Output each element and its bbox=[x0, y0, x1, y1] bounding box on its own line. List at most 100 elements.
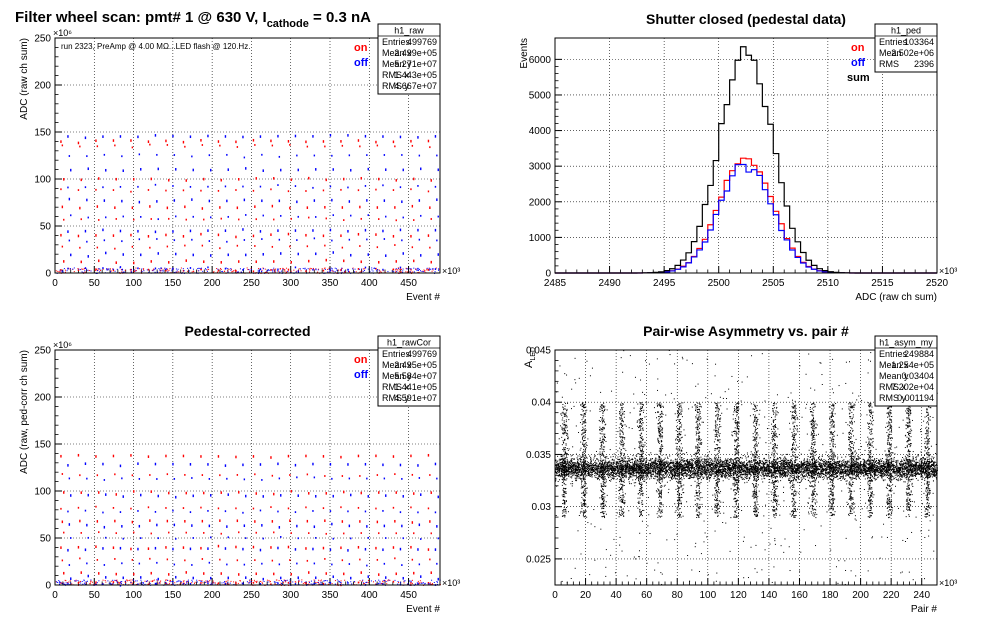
data-point bbox=[75, 580, 77, 582]
data-point bbox=[382, 509, 384, 512]
data-point bbox=[220, 261, 222, 264]
data-point bbox=[136, 580, 138, 582]
data-point bbox=[753, 469, 755, 471]
data-point bbox=[150, 571, 152, 575]
stats-box-name: h1_raw bbox=[394, 26, 424, 36]
data-point bbox=[859, 472, 861, 474]
data-point bbox=[399, 135, 402, 139]
data-point bbox=[689, 465, 691, 467]
data-point bbox=[437, 495, 439, 499]
y-tick-label: 5000 bbox=[529, 90, 552, 101]
data-point bbox=[346, 581, 348, 583]
data-point bbox=[375, 546, 377, 550]
x-tick-label: 100 bbox=[125, 278, 142, 289]
data-point bbox=[174, 582, 176, 584]
data-point bbox=[838, 462, 840, 464]
data-point bbox=[395, 491, 397, 494]
data-point bbox=[315, 582, 317, 584]
data-point bbox=[300, 270, 302, 272]
data-point bbox=[82, 583, 84, 585]
data-point bbox=[172, 581, 174, 583]
data-point bbox=[140, 253, 142, 257]
data-point bbox=[704, 466, 706, 468]
data-point bbox=[429, 583, 431, 585]
data-point bbox=[392, 506, 395, 509]
data-point bbox=[172, 509, 174, 512]
data-point bbox=[313, 269, 315, 271]
data-point bbox=[562, 460, 564, 462]
data-point bbox=[168, 573, 170, 576]
data-point bbox=[766, 468, 768, 470]
data-point bbox=[343, 271, 345, 273]
x-tick-label: 150 bbox=[165, 278, 182, 289]
data-point bbox=[589, 455, 591, 457]
data-point bbox=[242, 463, 244, 467]
data-point bbox=[156, 478, 158, 480]
data-point bbox=[60, 581, 62, 584]
series-on bbox=[55, 453, 441, 587]
data-point bbox=[628, 469, 630, 471]
data-point bbox=[821, 467, 823, 469]
data-point bbox=[201, 144, 204, 146]
data-point bbox=[411, 558, 414, 561]
data-point bbox=[219, 519, 221, 522]
data-point bbox=[85, 581, 87, 583]
data-point bbox=[219, 144, 221, 147]
data-point bbox=[261, 153, 263, 156]
y-tick-label: 100 bbox=[34, 175, 51, 186]
data-point bbox=[711, 468, 713, 470]
data-point bbox=[58, 582, 60, 584]
data-point bbox=[419, 580, 421, 582]
data-point bbox=[864, 472, 866, 474]
data-point bbox=[186, 582, 188, 584]
data-point bbox=[242, 228, 244, 231]
data-point bbox=[591, 472, 593, 474]
data-point bbox=[296, 200, 298, 204]
data-point bbox=[748, 466, 750, 468]
data-point bbox=[201, 207, 204, 210]
data-point bbox=[329, 185, 332, 188]
data-point bbox=[115, 493, 117, 496]
data-point bbox=[84, 267, 87, 270]
data-point bbox=[816, 459, 818, 461]
data-point bbox=[102, 186, 104, 189]
data-point bbox=[743, 473, 745, 475]
data-point bbox=[392, 189, 395, 191]
data-point bbox=[185, 259, 187, 262]
data-point bbox=[116, 579, 118, 581]
data-point bbox=[859, 470, 861, 472]
data-point bbox=[713, 466, 715, 468]
data-point bbox=[287, 454, 290, 458]
data-point bbox=[318, 579, 320, 581]
data-point bbox=[710, 472, 712, 474]
data-point bbox=[112, 506, 115, 509]
data-point bbox=[360, 532, 362, 534]
data-point bbox=[71, 583, 73, 585]
data-point bbox=[890, 467, 892, 469]
data-point bbox=[62, 582, 64, 584]
data-point bbox=[602, 471, 604, 473]
data-point bbox=[315, 582, 317, 584]
data-point bbox=[220, 217, 222, 220]
data-point bbox=[249, 580, 251, 582]
data-point bbox=[226, 563, 228, 566]
data-point bbox=[635, 458, 637, 460]
data-point bbox=[182, 546, 185, 549]
data-point bbox=[819, 468, 821, 470]
data-point bbox=[854, 469, 856, 471]
data-point bbox=[567, 474, 569, 476]
data-point bbox=[313, 525, 316, 529]
data-point bbox=[571, 474, 573, 476]
data-point bbox=[307, 583, 309, 585]
data-point bbox=[741, 462, 743, 464]
data-point bbox=[398, 582, 400, 584]
data-point bbox=[307, 268, 309, 270]
data-point bbox=[902, 471, 904, 473]
data-point bbox=[287, 232, 290, 236]
data-point bbox=[612, 466, 614, 468]
data-point bbox=[173, 271, 175, 273]
stats-value: 2.502e+06 bbox=[891, 48, 934, 58]
x-tick-label: 50 bbox=[89, 278, 101, 289]
data-point bbox=[343, 572, 345, 576]
data-point bbox=[716, 466, 718, 468]
